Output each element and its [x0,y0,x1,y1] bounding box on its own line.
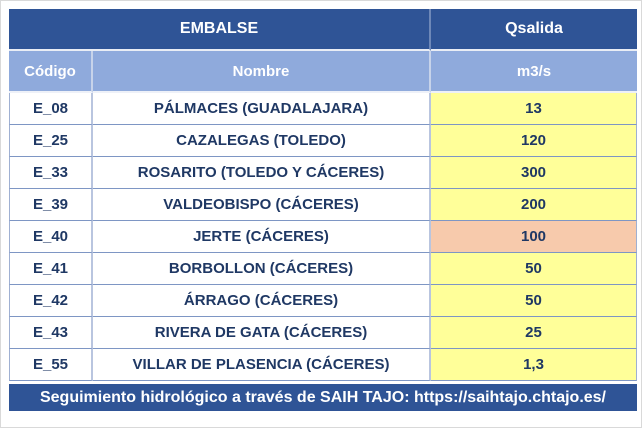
nombre-cell: ÁRRAGO (CÁCERES) [93,285,432,317]
table-row: E_39 VALDEOBISPO (CÁCERES) 200 [9,189,638,221]
reservoir-outflow-table: EMBALSE Qsalida Código Nombre m3/s E_08 … [9,9,638,381]
table-body: E_08 PÁLMACES (GUADALAJARA) 13 E_25 CAZA… [9,93,638,381]
nombre-cell: VILLAR DE PLASENCIA (CÁCERES) [93,349,432,381]
qsalida-cell: 100 [431,221,638,253]
codigo-cell: E_43 [9,317,93,349]
table-wrap: EMBALSE Qsalida Código Nombre m3/s E_08 … [9,9,638,411]
codigo-cell: E_39 [9,189,93,221]
qsalida-cell: 300 [431,157,638,189]
qsalida-cell: 120 [431,125,638,157]
table-row: E_41 BORBOLLON (CÁCERES) 50 [9,253,638,285]
table-row: E_43 RIVERA DE GATA (CÁCERES) 25 [9,317,638,349]
nombre-cell: JERTE (CÁCERES) [93,221,432,253]
table-row: E_08 PÁLMACES (GUADALAJARA) 13 [9,93,638,125]
footer-banner: Seguimiento hidrológico a través de SAIH… [9,384,637,411]
codigo-cell: E_40 [9,221,93,253]
table-row: E_42 ÁRRAGO (CÁCERES) 50 [9,285,638,317]
table-row: E_55 VILLAR DE PLASENCIA (CÁCERES) 1,3 [9,349,638,381]
unit-column-header: m3/s [431,51,638,93]
qsalida-cell: 13 [431,93,638,125]
qsalida-cell: 50 [431,253,638,285]
nombre-cell: ROSARITO (TOLEDO Y CÁCERES) [93,157,432,189]
qsalida-cell: 1,3 [431,349,638,381]
codigo-cell: E_08 [9,93,93,125]
subheader-row: Código Nombre m3/s [9,51,638,93]
table-row: E_40 JERTE (CÁCERES) 100 [9,221,638,253]
nombre-cell: CAZALEGAS (TOLEDO) [93,125,432,157]
nombre-cell: RIVERA DE GATA (CÁCERES) [93,317,432,349]
codigo-column-header: Código [9,51,93,93]
qsalida-cell: 25 [431,317,638,349]
nombre-cell: VALDEOBISPO (CÁCERES) [93,189,432,221]
table-row: E_33 ROSARITO (TOLEDO Y CÁCERES) 300 [9,157,638,189]
codigo-cell: E_42 [9,285,93,317]
nombre-cell: BORBOLLON (CÁCERES) [93,253,432,285]
codigo-cell: E_55 [9,349,93,381]
nombre-cell: PÁLMACES (GUADALAJARA) [93,93,432,125]
codigo-cell: E_41 [9,253,93,285]
codigo-cell: E_25 [9,125,93,157]
codigo-cell: E_33 [9,157,93,189]
group-header-row: EMBALSE Qsalida [9,9,638,51]
qsalida-cell: 200 [431,189,638,221]
table-head: EMBALSE Qsalida Código Nombre m3/s [9,9,638,93]
nombre-column-header: Nombre [93,51,432,93]
qsalida-group-header: Qsalida [431,9,638,51]
footer-text: Seguimiento hidrológico a través de SAIH… [39,388,606,406]
table-row: E_25 CAZALEGAS (TOLEDO) 120 [9,125,638,157]
qsalida-cell: 50 [431,285,638,317]
embalse-group-header: EMBALSE [9,9,432,51]
